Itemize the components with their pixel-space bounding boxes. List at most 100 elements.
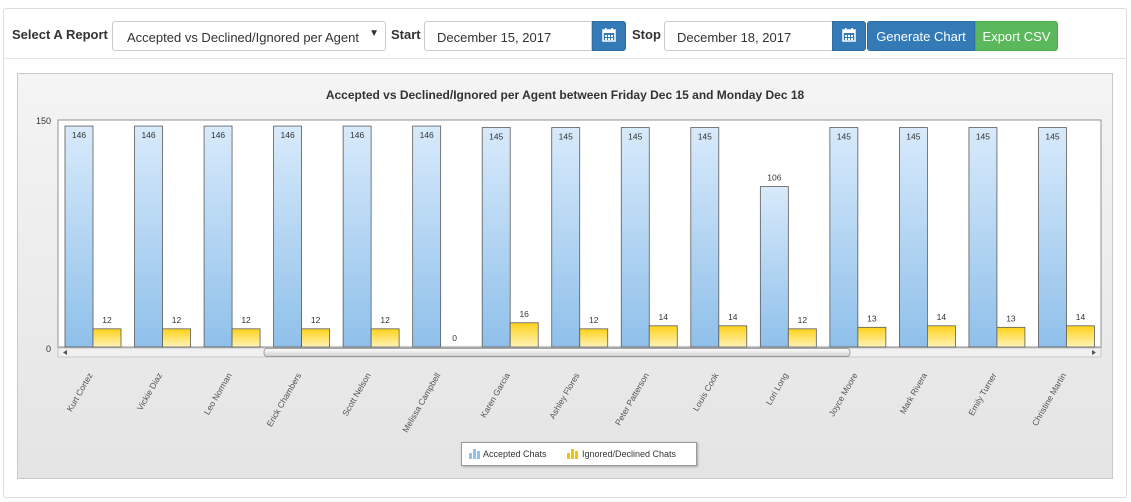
bar-chart: 150 0 146 12 Kurt Cortez 146 12 Vickie Diaz 146 1… bbox=[36, 116, 1102, 434]
calendar-icon bbox=[602, 28, 616, 42]
declined-data-label: 12 bbox=[241, 315, 251, 325]
calendar-icon bbox=[842, 28, 856, 42]
x-tick-label: Erick Chambers bbox=[264, 371, 303, 428]
accepted-data-label: 145 bbox=[489, 132, 503, 142]
x-tick-label: Christine Martin bbox=[1030, 371, 1069, 428]
accepted-data-label: 145 bbox=[837, 132, 851, 142]
chevron-down-icon: ▼ bbox=[369, 28, 379, 39]
declined-bar bbox=[301, 328, 331, 348]
export-csv-button[interactable]: Export CSV bbox=[975, 21, 1058, 51]
accepted-bar bbox=[134, 125, 163, 348]
declined-bar bbox=[857, 326, 887, 348]
declined-bar bbox=[370, 328, 400, 348]
y-tick-label: 150 bbox=[36, 116, 51, 126]
accepted-bar bbox=[203, 125, 233, 348]
declined-bar bbox=[648, 325, 678, 348]
stop-date-value: December 18, 2017 bbox=[677, 30, 792, 45]
declined-bar bbox=[787, 328, 817, 348]
divider bbox=[4, 58, 1126, 59]
x-tick-label: Joyce Moore bbox=[827, 371, 860, 418]
declined-data-label: 14 bbox=[659, 312, 669, 322]
accepted-bar bbox=[551, 127, 581, 348]
declined-bar bbox=[996, 326, 1026, 348]
report-toolbar: Select A Report Accepted vs Declined/Ign… bbox=[4, 19, 1126, 51]
declined-bar bbox=[1066, 325, 1095, 348]
legend-declined-label: Ignored/Declined Chats bbox=[582, 449, 677, 459]
start-calendar-button[interactable] bbox=[592, 21, 626, 51]
accepted-data-label: 145 bbox=[698, 132, 712, 142]
declined-data-label: 12 bbox=[380, 315, 390, 325]
declined-data-label: 16 bbox=[519, 309, 529, 319]
report-select-value: Accepted vs Declined/Ignored per Agent bbox=[127, 30, 359, 45]
accepted-bar bbox=[64, 125, 94, 348]
x-tick-label: Ashley Flores bbox=[547, 371, 581, 421]
accepted-bar bbox=[759, 186, 789, 348]
accepted-data-label: 146 bbox=[72, 130, 86, 140]
declined-data-label: 13 bbox=[1006, 313, 1016, 323]
chart-scrollbar-thumb bbox=[263, 348, 851, 357]
accepted-data-label: 146 bbox=[211, 130, 225, 140]
declined-bar bbox=[162, 328, 191, 348]
declined-data-label: 0 bbox=[452, 333, 457, 343]
declined-data-label: 14 bbox=[1076, 312, 1086, 322]
accepted-data-label: 145 bbox=[1045, 132, 1059, 142]
declined-data-label: 14 bbox=[728, 312, 738, 322]
declined-bar bbox=[509, 322, 539, 348]
accepted-bar bbox=[273, 125, 303, 348]
accepted-bar bbox=[342, 125, 372, 348]
accepted-bar bbox=[829, 127, 859, 348]
accepted-bar bbox=[481, 127, 511, 348]
report-panel: Select A Report Accepted vs Declined/Ign… bbox=[3, 8, 1127, 498]
accepted-bar bbox=[1038, 127, 1067, 348]
report-select-label: Select A Report bbox=[12, 27, 108, 42]
accepted-bar bbox=[690, 127, 720, 348]
bar-chart-icon bbox=[567, 449, 578, 459]
x-tick-label: Louis Cook bbox=[691, 370, 721, 412]
generate-chart-button[interactable]: Generate Chart bbox=[867, 21, 975, 51]
chart-container: Accepted vs Declined/Ignored per Agent b… bbox=[17, 73, 1113, 479]
x-tick-label: Leo Norman bbox=[202, 371, 234, 417]
x-tick-label: Karen Garcia bbox=[478, 371, 512, 420]
x-tick-label: Lori Long bbox=[764, 371, 791, 407]
declined-bar bbox=[927, 325, 956, 348]
accepted-data-label: 146 bbox=[350, 130, 364, 140]
chart-title: Accepted vs Declined/Ignored per Agent b… bbox=[325, 88, 805, 102]
x-tick-label: Melissa Campbell bbox=[400, 371, 442, 434]
x-tick-label: Kurt Cortez bbox=[65, 371, 95, 413]
declined-data-label: 13 bbox=[867, 313, 877, 323]
accepted-data-label: 106 bbox=[767, 173, 781, 183]
x-tick-label: Peter Patterson bbox=[613, 371, 651, 427]
declined-bar bbox=[579, 328, 609, 348]
accepted-data-label: 145 bbox=[976, 132, 990, 142]
stop-calendar-button[interactable] bbox=[832, 21, 866, 51]
declined-bar bbox=[231, 328, 261, 348]
accepted-bar bbox=[412, 125, 442, 348]
accepted-data-label: 146 bbox=[141, 130, 155, 140]
declined-data-label: 12 bbox=[102, 315, 112, 325]
declined-bar bbox=[718, 325, 748, 348]
declined-data-label: 14 bbox=[937, 312, 947, 322]
declined-bar bbox=[92, 328, 122, 348]
start-date-input[interactable]: December 15, 2017 bbox=[424, 21, 592, 51]
accepted-bar bbox=[899, 127, 928, 348]
accepted-data-label: 145 bbox=[906, 132, 920, 142]
bar-chart-icon bbox=[469, 449, 480, 459]
accepted-bar bbox=[968, 127, 998, 348]
accepted-data-label: 146 bbox=[420, 130, 434, 140]
y-tick-label: 0 bbox=[46, 344, 51, 354]
chevron-left-icon[interactable] bbox=[63, 350, 67, 355]
stop-label: Stop bbox=[632, 27, 661, 42]
declined-data-label: 12 bbox=[589, 315, 599, 325]
chart-legend[interactable]: Accepted Chats Ignored/Declined Chats bbox=[461, 442, 697, 466]
accepted-data-label: 145 bbox=[559, 132, 573, 142]
x-tick-label: Scott Nelson bbox=[340, 371, 373, 418]
accepted-bar bbox=[620, 127, 650, 348]
x-tick-label: Mark Rivera bbox=[898, 371, 930, 416]
start-label: Start bbox=[391, 27, 421, 42]
report-select[interactable]: Accepted vs Declined/Ignored per Agent ▼ bbox=[112, 21, 386, 51]
chevron-right-icon[interactable] bbox=[1092, 350, 1096, 355]
declined-data-label: 12 bbox=[311, 315, 321, 325]
stop-date-input[interactable]: December 18, 2017 bbox=[664, 21, 833, 51]
accepted-data-label: 146 bbox=[281, 130, 295, 140]
legend-accepted-label: Accepted Chats bbox=[483, 449, 547, 459]
